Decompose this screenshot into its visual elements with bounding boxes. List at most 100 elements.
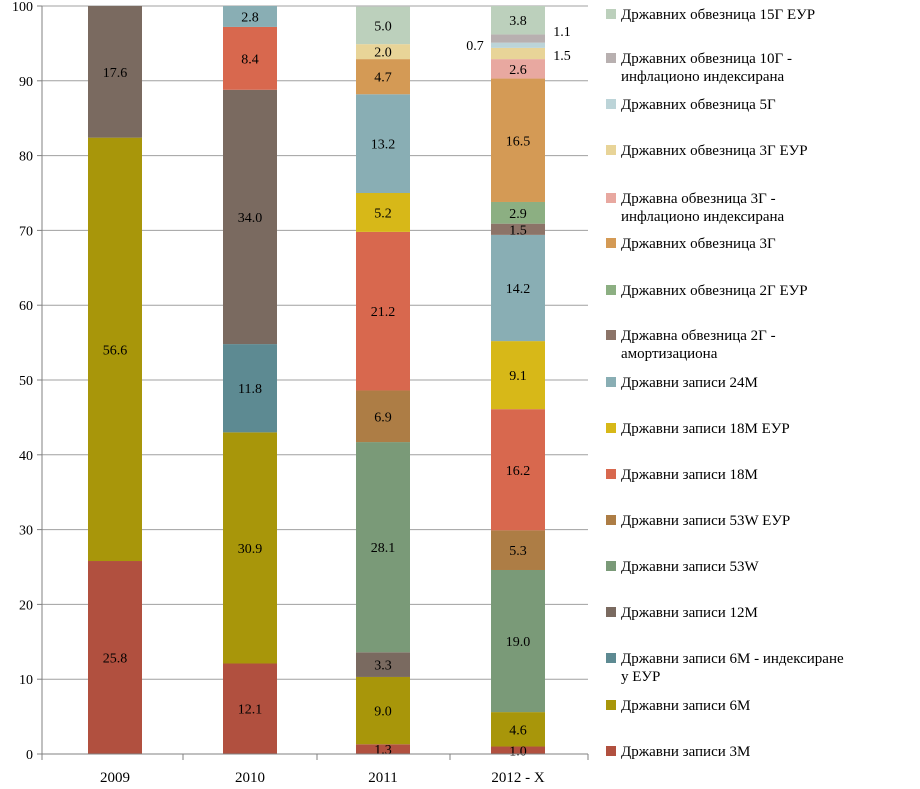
legend-label: Државни записи 18М ЕУР — [621, 421, 790, 437]
bar-segment — [491, 341, 545, 410]
data-label: 1.5 — [553, 49, 571, 64]
legend-swatch — [606, 469, 616, 479]
data-label: 19.0 — [506, 635, 531, 650]
data-label: 28.1 — [371, 541, 396, 556]
bar-segment — [223, 432, 277, 664]
legend-swatch — [606, 193, 616, 203]
data-label: 2.9 — [509, 207, 527, 222]
data-label: 30.9 — [238, 542, 263, 557]
data-label: 17.6 — [103, 66, 128, 81]
bar-segment — [491, 223, 545, 235]
legend-swatch — [606, 746, 616, 756]
y-tick-label: 100 — [12, 0, 33, 15]
legend-swatch — [606, 9, 616, 19]
legend-swatch — [606, 607, 616, 617]
y-tick-label: 70 — [19, 224, 33, 239]
bar-segment — [223, 663, 277, 754]
data-label: 6.9 — [374, 410, 392, 425]
legend-swatch — [606, 99, 616, 109]
bar-segment — [356, 442, 410, 653]
legend-swatch — [606, 330, 616, 340]
legend-label: Државни записи 6М - индексиране у ЕУР — [621, 651, 844, 685]
data-label: 4.7 — [374, 71, 392, 86]
bar-segment — [491, 59, 545, 79]
data-label: 12.1 — [238, 703, 263, 718]
bar-segment — [223, 26, 277, 90]
legend-swatch — [606, 53, 616, 63]
x-category-label: 2010 — [235, 770, 265, 786]
legend-label: Државни записи 53W — [621, 559, 760, 575]
y-tick-label: 10 — [19, 673, 33, 688]
y-tick-label: 0 — [26, 748, 33, 763]
bar-segment — [491, 746, 545, 754]
bar-segment — [223, 89, 277, 345]
x-category-label: 2009 — [100, 770, 130, 786]
data-label: 21.2 — [371, 305, 396, 320]
legend-label: Државни записи 18М — [621, 467, 758, 483]
legend-swatch — [606, 515, 616, 525]
legend: Државних обвезница 15Г ЕУР Државних обвез… — [606, 7, 844, 760]
data-label: 13.2 — [371, 138, 396, 153]
legend-swatch — [606, 145, 616, 155]
data-label: 1.0 — [509, 744, 527, 759]
axes: 0 10 20 30 40 50 60 70 80 90 100 2009 2010 2011 2012 -… — [12, 0, 589, 786]
legend-label: Државних обвезница 15Г ЕУР — [621, 7, 815, 23]
bar-segment — [491, 712, 545, 747]
bar-segment — [356, 744, 410, 754]
bar-segment — [491, 409, 545, 531]
x-category-label: 2012 - X — [491, 770, 544, 786]
bar-segment — [356, 44, 410, 60]
legend-label: Државни записи 53W ЕУР — [621, 513, 790, 529]
data-label: 14.2 — [506, 282, 531, 297]
data-label: 1.5 — [509, 223, 527, 238]
data-label: 0.7 — [466, 39, 484, 54]
legend-swatch — [606, 238, 616, 248]
data-label: 1.1 — [553, 25, 571, 40]
data-label: 2.8 — [241, 10, 259, 25]
data-label: 9.1 — [509, 369, 527, 384]
data-label: 5.2 — [374, 206, 392, 221]
data-label: 2.0 — [374, 46, 392, 61]
y-tick-label: 30 — [19, 524, 33, 539]
data-label: 3.3 — [374, 659, 392, 674]
legend-label: Државни записи 3М — [621, 744, 750, 760]
bar-segment — [491, 78, 545, 202]
legend-label: Државних обвезница 3Г ЕУР — [621, 143, 808, 159]
bar-segment — [491, 530, 545, 570]
data-label: 3.8 — [509, 14, 527, 29]
bar-segment — [88, 6, 142, 138]
bar-segment — [356, 652, 410, 677]
legend-swatch — [606, 653, 616, 663]
legend-swatch — [606, 285, 616, 295]
y-tick-label: 50 — [19, 374, 33, 389]
bar-segment — [88, 137, 142, 562]
data-labels: 25.8 56.6 17.6 12.1 30.9 11.8 34.0 8.4 2.8 1.3 9.0… — [103, 10, 571, 759]
bar-segment — [491, 6, 545, 35]
y-tick-label: 90 — [19, 75, 33, 90]
data-label: 2.6 — [509, 63, 527, 78]
data-label: 5.3 — [509, 544, 527, 559]
bar-segment — [356, 59, 410, 95]
legend-swatch — [606, 561, 616, 571]
y-tick-label: 40 — [19, 449, 33, 464]
data-label: 1.3 — [374, 743, 392, 758]
bar-segment — [356, 231, 410, 391]
legend-label: Државних обвезница 10Г -инфлационо индек… — [621, 51, 792, 85]
bar-segment — [356, 6, 410, 45]
legend-label: Државних обвезница 5Г — [621, 97, 776, 113]
bar-segment — [223, 6, 277, 27]
bar-segment — [491, 47, 545, 60]
data-label: 34.0 — [238, 211, 263, 226]
data-label: 56.6 — [103, 343, 128, 358]
data-label: 25.8 — [103, 652, 128, 667]
legend-label: Државних обвезница 3Г — [621, 236, 776, 252]
legend-swatch — [606, 377, 616, 387]
x-category-label: 2011 — [368, 770, 397, 786]
bar-segment — [223, 344, 277, 433]
bar-segment — [491, 234, 545, 342]
data-label: 16.2 — [506, 464, 531, 479]
bar-stacks — [88, 6, 545, 754]
legend-label: Државни записи 12М — [621, 605, 758, 621]
legend-label: Државни записи 6М — [621, 698, 750, 714]
